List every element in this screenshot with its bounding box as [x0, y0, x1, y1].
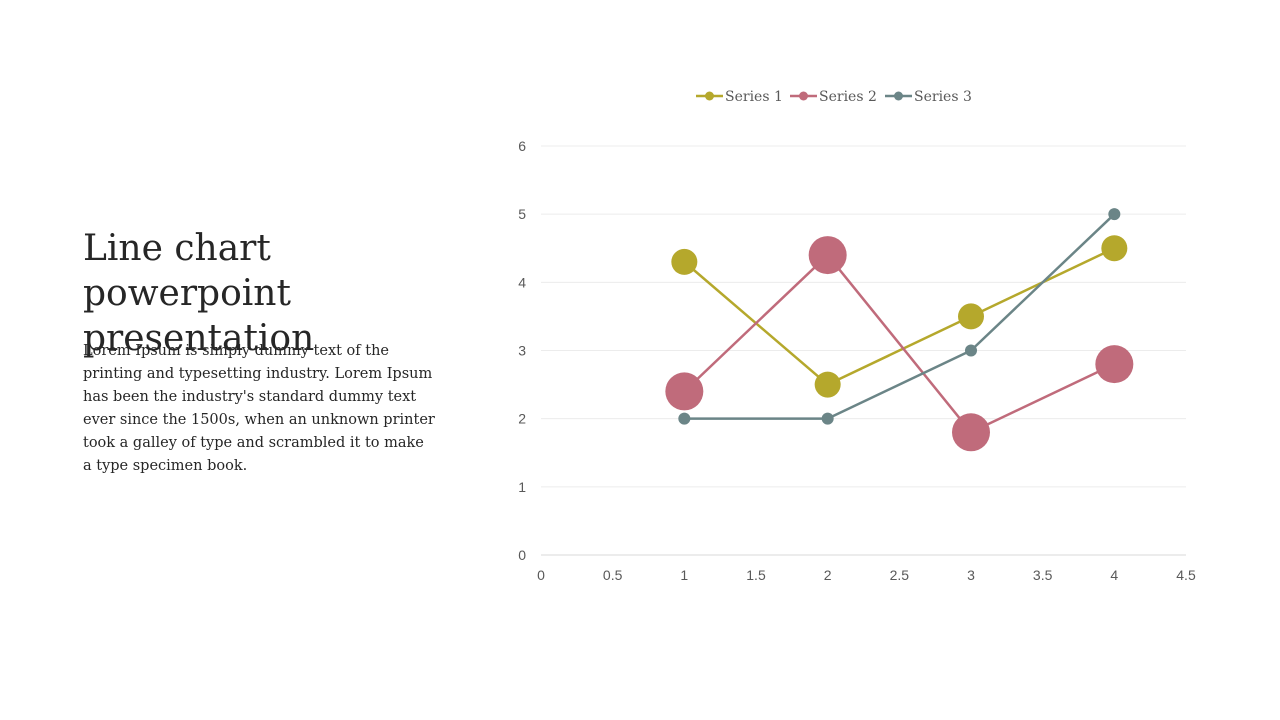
series-1-point — [1101, 235, 1128, 262]
series-2-point — [808, 236, 847, 275]
legend-item-series-1: Series 1 — [696, 89, 783, 105]
legend-label: Series 2 — [819, 89, 877, 105]
chart-gridlines — [541, 145, 1186, 556]
series-1-point — [958, 303, 984, 330]
series-3-point — [965, 344, 977, 357]
series-2-point — [665, 372, 704, 411]
legend-label: Series 1 — [725, 89, 783, 105]
x-tick-label: 0.5 — [603, 567, 623, 583]
x-tick-label: 1 — [680, 567, 688, 583]
series-3-line — [684, 213, 1116, 420]
legend-marker — [799, 91, 808, 101]
series-3-point — [678, 412, 691, 425]
series-2-line — [683, 253, 1115, 434]
x-tick-label: 4.5 — [1176, 567, 1196, 583]
legend-marker — [894, 91, 903, 101]
x-tick-label: 3.5 — [1033, 567, 1053, 583]
series-1-point — [671, 248, 698, 275]
legend-marker — [705, 91, 714, 101]
y-tick-label: 2 — [518, 411, 526, 427]
x-axis-ticks: 0 0.5 1 1.5 2 2.5 3 3.5 4 4.5 — [537, 567, 1196, 583]
series-3-point — [1108, 208, 1121, 221]
series-1-point — [814, 371, 841, 398]
series-2-point — [1095, 345, 1134, 384]
y-tick-label: 1 — [518, 479, 526, 495]
series-1-line — [683, 247, 1115, 386]
legend-label: Series 3 — [914, 89, 972, 105]
x-tick-label: 2 — [824, 567, 832, 583]
y-tick-label: 3 — [518, 343, 526, 359]
chart-series — [665, 208, 1134, 452]
x-tick-label: 0 — [537, 567, 545, 583]
series-3-point — [821, 412, 834, 425]
slide-title: Line chart powerpoint presentation — [83, 228, 315, 359]
x-tick-label: 4 — [1110, 567, 1118, 583]
legend-item-series-2: Series 2 — [790, 89, 877, 105]
slide-body-text: Lorem Ipsum is simply dummy text of the … — [83, 343, 435, 474]
series-2-point — [952, 413, 990, 452]
y-tick-label: 4 — [518, 274, 526, 290]
chart-legend: Series 1 Series 2 Series 3 — [696, 89, 972, 105]
y-tick-label: 6 — [518, 138, 526, 154]
x-tick-label: 2.5 — [890, 567, 910, 583]
x-tick-label: 3 — [967, 567, 975, 583]
y-tick-label: 0 — [518, 547, 526, 563]
y-axis-ticks: 0 1 2 3 4 5 6 — [518, 138, 526, 563]
x-tick-label: 1.5 — [746, 567, 766, 583]
legend-item-series-3: Series 3 — [885, 89, 972, 105]
y-tick-label: 5 — [518, 206, 526, 222]
